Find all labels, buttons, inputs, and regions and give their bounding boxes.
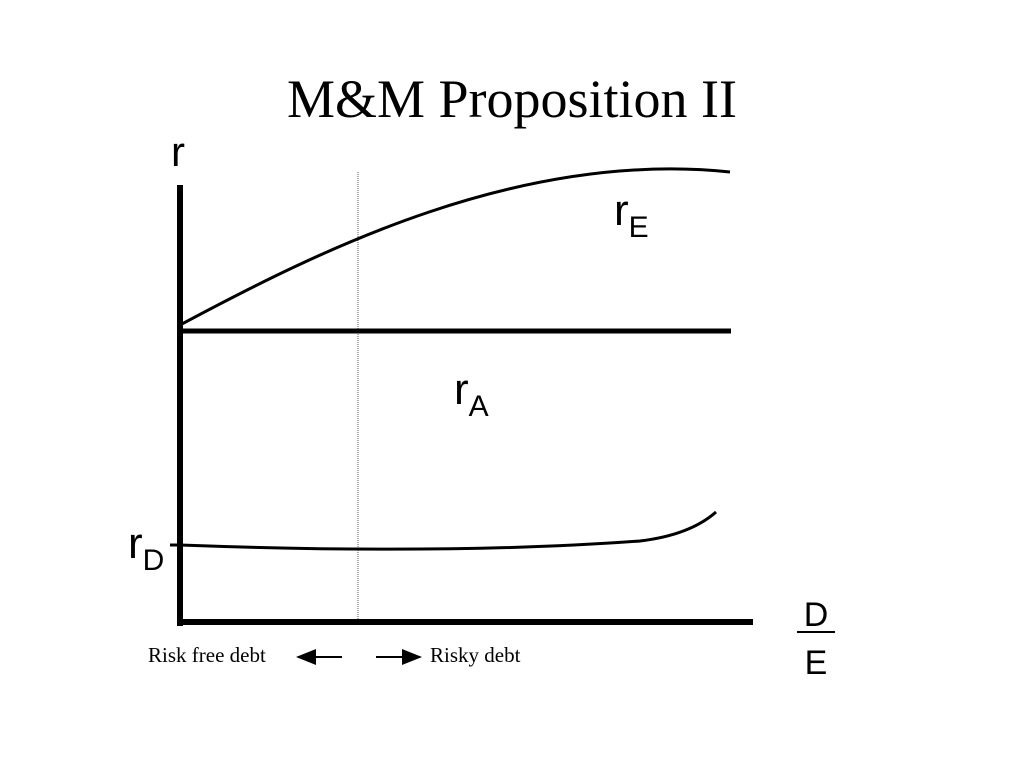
title: M&M Proposition II — [287, 69, 737, 129]
rd-label: rD — [128, 519, 164, 577]
ra-r: r — [454, 365, 469, 414]
x-label-numerator: D — [804, 596, 829, 634]
re-r: r — [614, 186, 629, 235]
annotation-right: Risky debt — [430, 643, 521, 667]
re-curve — [179, 167, 731, 327]
rd-sub: D — [143, 544, 165, 577]
y-axis-label: r — [171, 128, 185, 175]
rd-curve — [170, 510, 717, 551]
re-sub: E — [629, 211, 649, 244]
ra-label: rA — [454, 365, 489, 423]
x-label-denominator: E — [805, 644, 828, 682]
ra-sub: A — [469, 390, 489, 423]
re-label: rE — [614, 186, 649, 244]
annotation-left: Risk free debt — [148, 643, 266, 667]
rd-r: r — [128, 519, 143, 568]
